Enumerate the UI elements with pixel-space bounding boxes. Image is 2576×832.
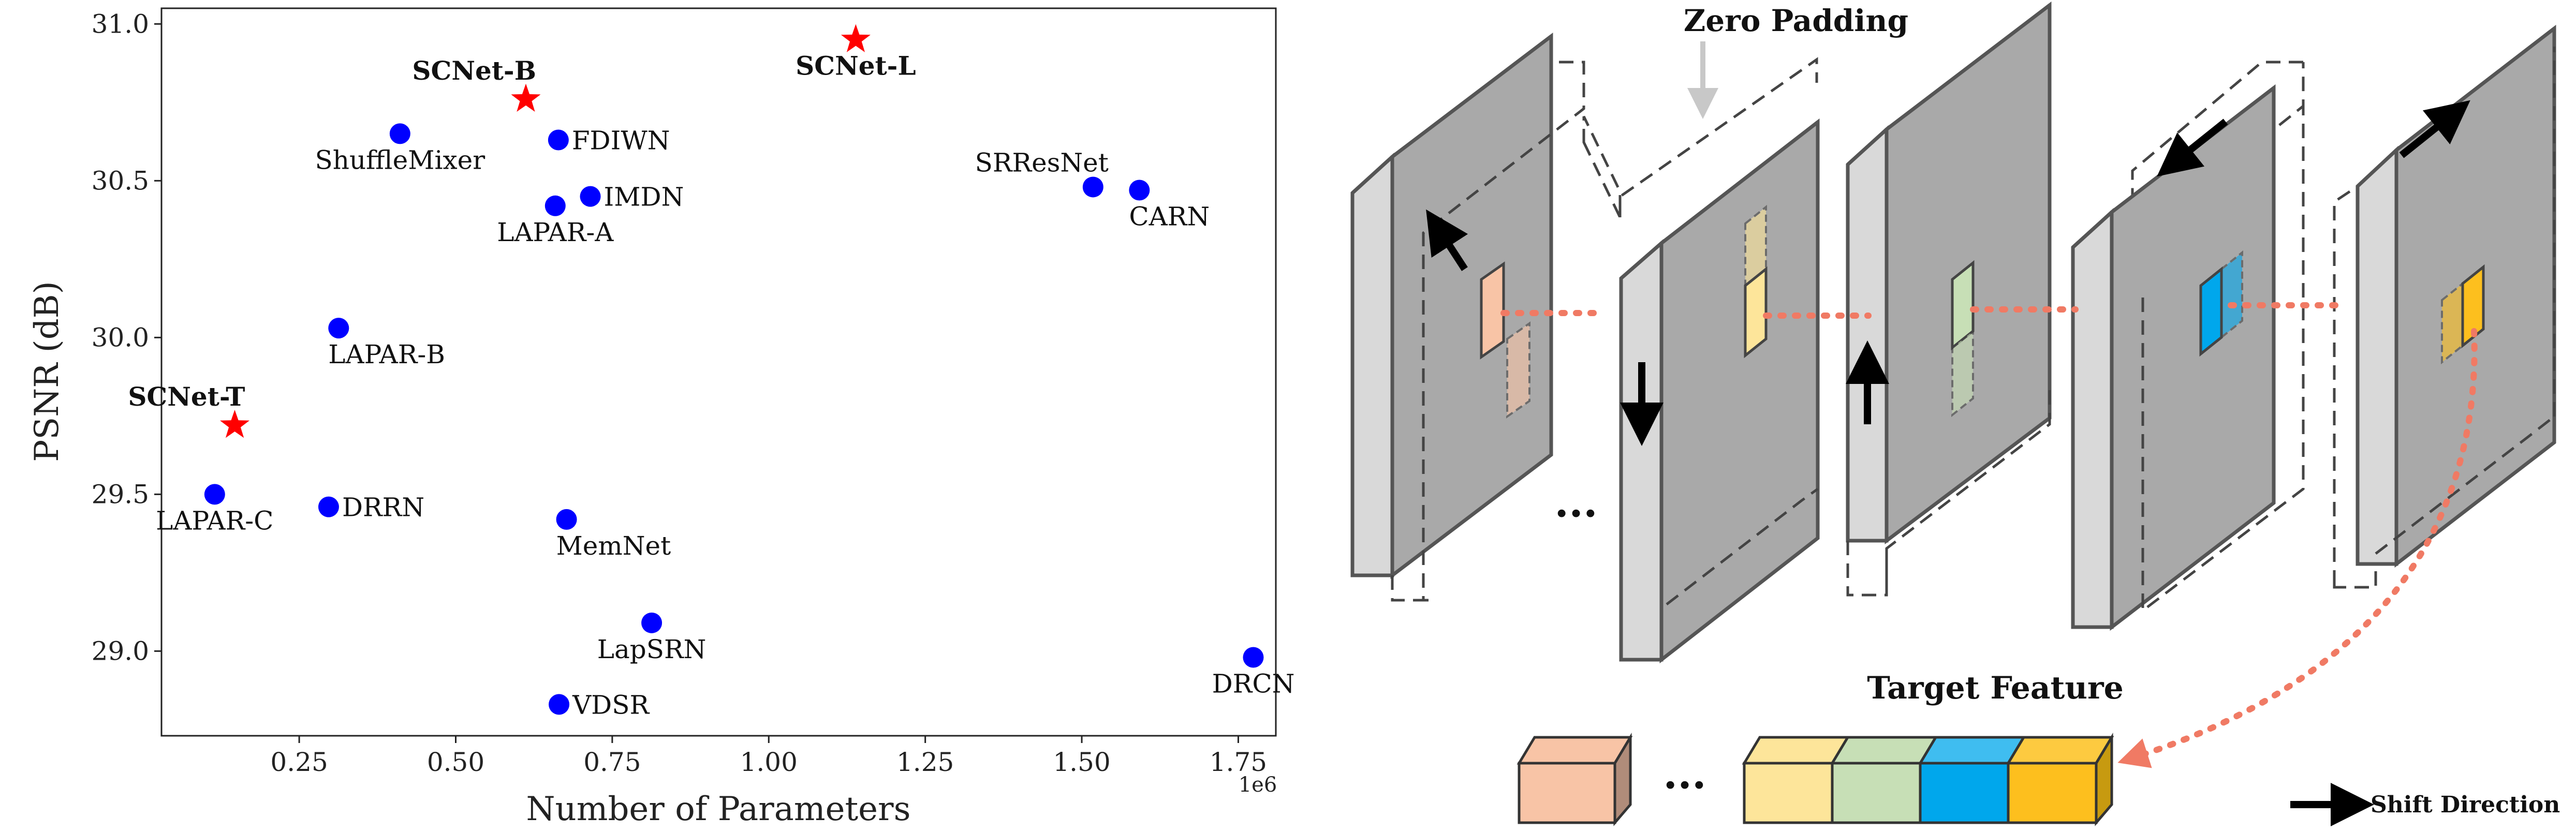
point-srresnet [1082,176,1103,198]
point-fdiwn [548,129,569,151]
x-tick-label: 0.50 [427,747,484,777]
x-tick-label: 1.25 [896,747,954,777]
target-feature-label: Target Feature [1867,670,2124,706]
shift-arrow-up-left-icon [1426,209,1468,271]
target-green-cube [1830,736,1938,824]
point-scnet-b [511,83,541,112]
point-lapar-b [328,318,349,339]
target-feature: ··· [1517,732,2114,826]
point-drrn [318,496,339,517]
point-memnet [556,509,577,530]
x-tick-label: 1.00 [740,747,798,777]
x-axis-label: Number of Parameters [526,790,911,828]
point-label-imdn: IMDN [604,182,684,212]
y-axis-ticks: 29.0 29.5 30.0 30.5 31.0 [92,9,161,666]
shift-arrow-up-right-icon [2399,100,2470,158]
light-yellow-patch [1744,266,1768,359]
x-axis-scale-label: 1e6 [1239,773,1277,797]
point-label-lapar-a: LAPAR-A [497,217,614,247]
point-lapsrn [641,612,663,633]
x-tick-label: 0.25 [270,747,328,777]
x-tick-label: 1.75 [1210,747,1267,777]
blue-patch [2199,266,2223,357]
target-peach-cube [1517,732,1633,826]
legend-label: Shift Direction [2371,792,2560,818]
shift-arrow-down-left-icon [2157,118,2228,177]
point-label-scnet-t: SCNet-T [128,381,245,412]
target-yellow-cube [1742,736,1850,824]
point-carn [1129,180,1150,201]
feature-slab-5 [2333,24,2556,589]
slab-ellipsis: ··· [1554,489,1598,538]
target-blue-cube [1918,736,2026,824]
feature-slab-4 [2071,61,2305,631]
point-label-scnet-b: SCNet-B [412,55,536,86]
psnr-scatter-chart: 0.25 0.50 0.75 1.00 1.25 1.50 1.75 29.0 29.5 30.… [28,7,1294,828]
y-tick-label: 30.5 [92,166,149,196]
x-axis-ticks: 0.25 0.50 0.75 1.00 1.25 1.50 1.75 [270,736,1267,777]
target-gold-cube [2006,732,2114,826]
y-tick-label: 31.0 [92,9,149,39]
point-drcn [1243,647,1264,668]
connector-dots-to-target [2117,328,2478,768]
y-tick-label: 29.0 [92,636,149,666]
y-tick-label: 29.5 [92,479,149,509]
shift-diagram: Zero Padding ··· Target Feature ··· [1350,1,2560,826]
point-label-memnet: MemNet [556,531,671,561]
point-label-shufflemixer: ShuffleMixer [315,145,485,175]
plot-frame [160,7,1277,737]
x-tick-label: 0.75 [583,747,641,777]
point-shufflemixer [389,123,410,144]
point-label-drcn: DRCN [1212,668,1295,699]
point-label-fdiwn: FDIWN [572,126,670,156]
point-lapar-c [204,484,225,505]
point-label-vdsr: VDSR [572,690,650,720]
point-label-lapar-b: LAPAR-B [328,339,445,369]
feature-slab-1 [1350,32,1585,602]
point-scnet-t [220,410,249,438]
point-label-lapsrn: LapSRN [597,634,706,664]
feature-slab-3 [1846,1,2052,597]
data-points: ShuffleMixer FDIWN IMDN LAPAR-A SRResNet CARN… [128,24,1294,720]
y-tick-label: 30.0 [92,322,149,352]
y-axis-label: PSNR (dB) [28,281,66,462]
target-ellipsis: ··· [1663,761,1706,809]
shift-direction-legend: Shift Direction [2290,783,2560,826]
point-label-drrn: DRRN [342,493,424,523]
point-lapar-a [544,195,566,216]
peach-patch [1480,261,1505,360]
feature-slab-2 [1582,57,1820,664]
point-label-carn: CARN [1129,202,1210,232]
point-label-srresnet: SRResNet [975,147,1109,177]
point-imdn [580,186,601,207]
x-tick-label: 1.50 [1053,747,1110,777]
point-label-lapar-c: LAPAR-C [156,506,273,536]
point-vdsr [549,694,570,715]
point-label-scnet-l: SCNet-L [796,51,916,81]
gold-patch [2461,264,2485,349]
zero-padding-label: Zero Padding [1684,3,1908,38]
point-scnet-l [841,24,871,52]
